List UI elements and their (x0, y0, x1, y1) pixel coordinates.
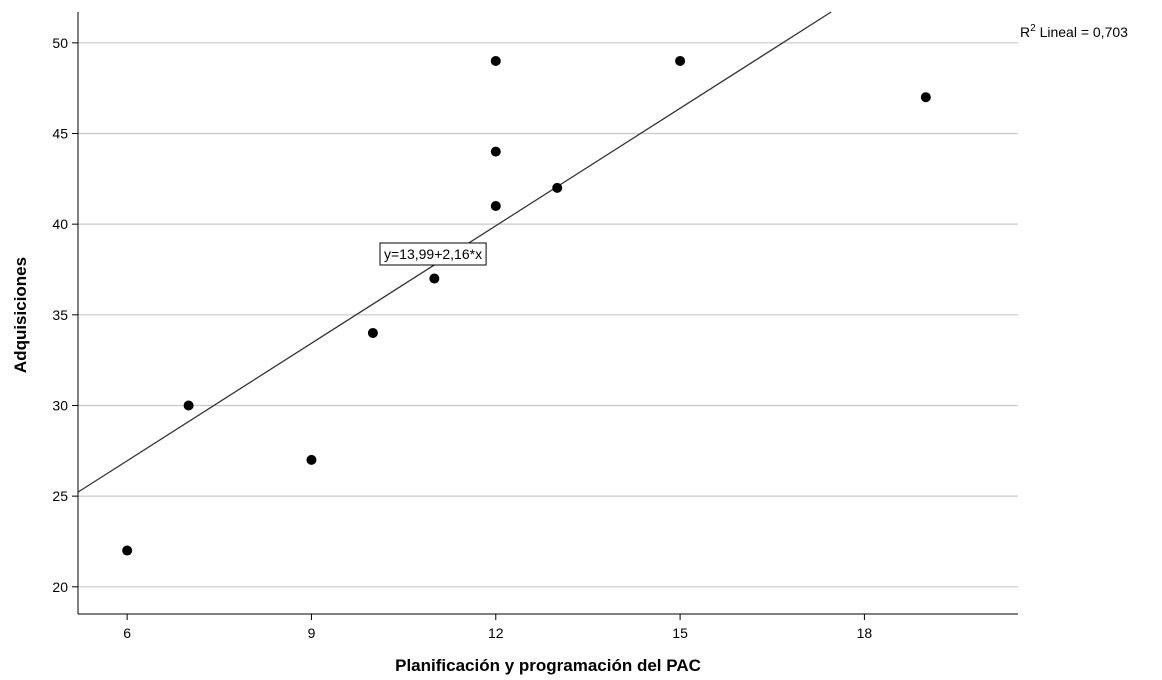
data-point-10 (920, 92, 931, 103)
r2-prefix: R (1020, 24, 1030, 40)
gridlines (78, 42, 1018, 588)
y-tick-label-30: 30 (52, 397, 68, 413)
y-ticks: 20 25 30 35 40 45 50 (52, 35, 78, 595)
x-tick-label-12: 12 (488, 625, 504, 641)
data-point-7 (490, 55, 501, 66)
x-axis-title: Planificación y programación del PAC (395, 656, 701, 675)
fit-equation-box (379, 242, 487, 266)
fit-equation-label: y=13,99+2,16*x (379, 242, 487, 266)
data-point-4 (429, 273, 440, 284)
y-tick-label-40: 40 (52, 216, 68, 232)
y-tick-label-35: 35 (52, 307, 68, 323)
x-tick-label-9: 9 (308, 625, 316, 641)
r2-suffix: Lineal = 0,703 (1036, 24, 1128, 40)
x-ticks: 6 9 12 15 18 (123, 614, 872, 641)
x-tick-label-18: 18 (857, 625, 873, 641)
data-point-0 (122, 545, 133, 556)
data-point-3 (367, 327, 378, 338)
y-tick-label-45: 45 (52, 125, 68, 141)
x-tick-label-6: 6 (123, 625, 131, 641)
y-tick-label-20: 20 (52, 579, 68, 595)
data-point-2 (306, 454, 317, 465)
data-points (122, 55, 931, 556)
data-point-8 (552, 182, 563, 193)
y-tick-label-25: 25 (52, 488, 68, 504)
fit-equation-text: y=13,99+2,16*x (384, 246, 482, 262)
x-tick-label-15: 15 (672, 625, 688, 641)
r2-superscript: 2 (1030, 23, 1036, 34)
data-point-9 (675, 55, 686, 66)
data-point-6 (490, 146, 501, 157)
y-tick-label-50: 50 (52, 35, 68, 51)
y-axis-title: Adquisiciones (11, 257, 30, 373)
axes (77, 12, 1018, 615)
data-point-5 (490, 201, 501, 212)
data-point-1 (183, 400, 194, 411)
r2-legend: R2 Lineal = 0,703 (1020, 23, 1128, 40)
